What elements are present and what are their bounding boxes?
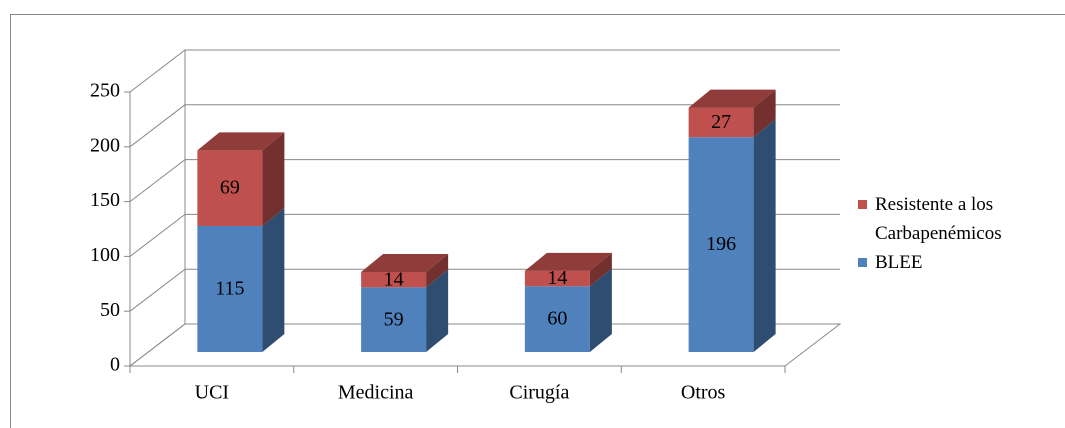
- grid-line: [129, 159, 840, 202]
- x-tick-label: Otros: [681, 382, 726, 404]
- bar-side: [589, 268, 612, 352]
- bar-top: [197, 132, 285, 151]
- legend-swatch: [858, 258, 867, 267]
- bar-top: [688, 89, 776, 108]
- bar-front: [361, 271, 427, 288]
- x-tick-label: Cirugía: [509, 382, 569, 404]
- bar-segment: [197, 207, 285, 352]
- bar-segment: [361, 253, 449, 288]
- bar-segment: [524, 252, 612, 287]
- bar-top: [361, 253, 449, 272]
- data-label: 14: [547, 267, 567, 289]
- data-label: 115: [215, 278, 244, 300]
- x-tick-label: Medicina: [338, 382, 414, 404]
- y-tick-label: 200: [90, 134, 120, 156]
- bar-front: [197, 150, 263, 226]
- legend-label: BLEE: [875, 252, 923, 273]
- y-tick-label: 0: [110, 354, 120, 376]
- bar-front: [524, 286, 590, 352]
- bar-segment: [197, 132, 285, 226]
- legend-item: BLEE: [858, 248, 1065, 277]
- bar-side: [262, 132, 285, 226]
- data-label: 60: [547, 308, 567, 330]
- bar-side: [262, 207, 285, 352]
- data-label: 14: [384, 268, 404, 290]
- x-tick-label: UCI: [195, 382, 229, 404]
- data-label: 27: [711, 111, 731, 133]
- bar-side: [426, 269, 449, 352]
- y-tick-label: 150: [90, 189, 120, 211]
- bar-front: [361, 287, 427, 352]
- bar-front: [688, 107, 754, 138]
- grid-line: [129, 104, 840, 148]
- grid-line: [129, 268, 840, 312]
- data-label: 196: [706, 233, 736, 255]
- bar-front: [688, 137, 754, 352]
- chart-frame: [10, 14, 1065, 428]
- bar-top: [524, 252, 612, 271]
- bar-segment: [688, 89, 776, 138]
- bar-segment: [361, 269, 449, 352]
- bar-side: [753, 119, 776, 353]
- bar-front: [197, 225, 263, 352]
- bar-front: [524, 270, 590, 287]
- data-label: 59: [384, 308, 404, 330]
- grid-line: [129, 49, 840, 93]
- data-label: 69: [220, 177, 240, 199]
- legend-label: Resistente a los Carbapenémicos: [875, 194, 1002, 244]
- bar-side: [589, 252, 612, 287]
- y-tick-label: 250: [90, 80, 120, 102]
- bar-segment: [688, 119, 776, 353]
- legend-item: Resistente a los Carbapenémicos: [858, 190, 1065, 248]
- bar-segment: [524, 268, 612, 352]
- bar-side: [426, 253, 449, 288]
- grid-line: [129, 213, 840, 257]
- y-tick-label: 50: [100, 299, 120, 321]
- y-tick-label: 100: [90, 244, 120, 266]
- grid-line: [129, 323, 840, 367]
- legend-swatch: [858, 200, 867, 209]
- bar-side: [753, 89, 776, 138]
